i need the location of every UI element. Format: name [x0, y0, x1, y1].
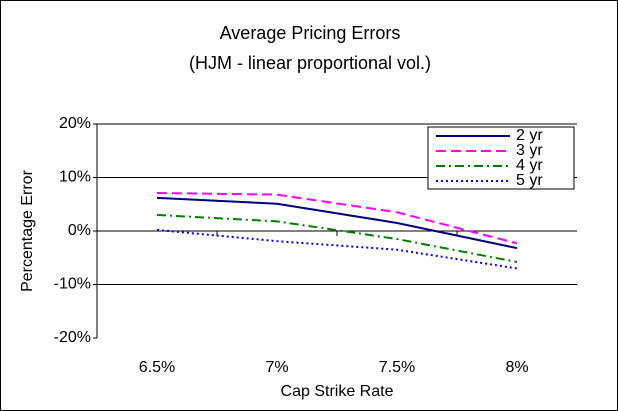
chart-title: Average Pricing Errors [220, 23, 401, 43]
x-tick-label: 8% [505, 359, 528, 376]
y-tick-label: -10% [54, 276, 91, 293]
x-axis-label: Cap Strike Rate [281, 383, 394, 400]
y-tick-label: -20% [54, 329, 91, 346]
x-tick-label: 6.5% [139, 359, 175, 376]
y-tick-label: 20% [59, 115, 91, 132]
legend-label: 3 yr [516, 142, 543, 159]
series-line [156, 196, 518, 250]
y-axis-label: Percentage Error [19, 169, 36, 292]
legend-label: 2 yr [516, 127, 543, 144]
legend-label: 5 yr [516, 172, 543, 189]
y-tick-label: 0% [68, 222, 91, 239]
series-line [156, 228, 518, 270]
x-tick-label: 7.5% [379, 359, 415, 376]
chart-subtitle: (HJM - linear proportional vol.) [189, 53, 431, 73]
y-tick-label: 10% [59, 169, 91, 186]
series-line [156, 213, 518, 264]
series-line [156, 192, 518, 245]
legend-box [427, 126, 575, 190]
x-tick-label: 7% [265, 359, 288, 376]
legend-label: 4 yr [516, 157, 543, 174]
